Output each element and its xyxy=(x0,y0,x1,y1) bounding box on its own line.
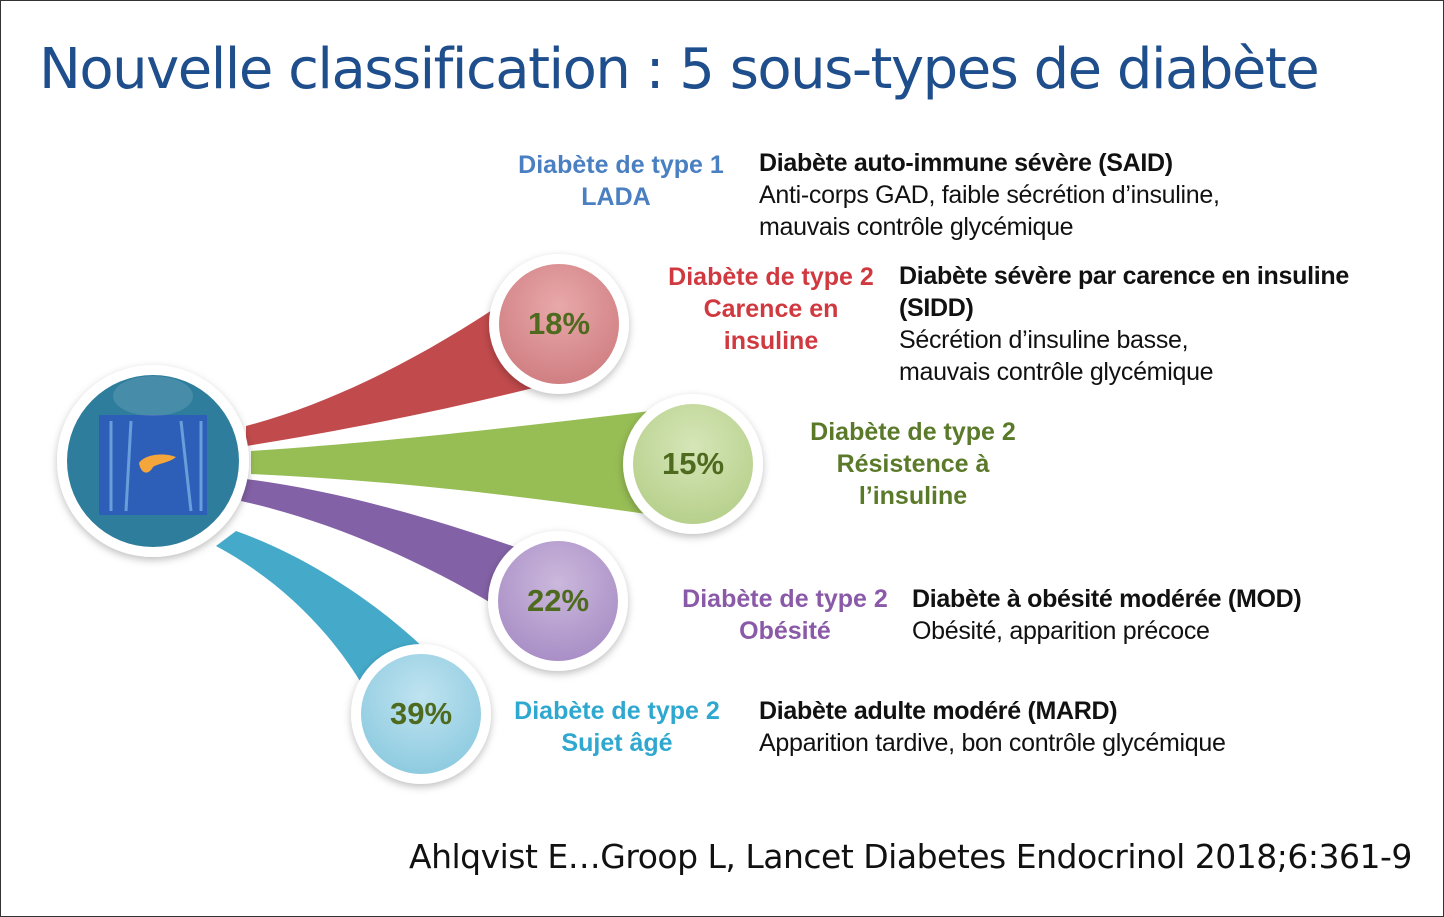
desc-line: Anti-corps GAD, faible sécrétion d’insul… xyxy=(759,181,1220,209)
ribbon-green xyxy=(251,411,661,516)
pancreas-xray-icon xyxy=(139,454,176,473)
desc-line: mauvais contrôle glycémique xyxy=(899,358,1214,386)
citation: Ahlqvist E…Groop L, Lancet Diabetes Endo… xyxy=(409,837,1412,876)
label-line: insuline xyxy=(723,327,819,355)
percent-mod: 22% xyxy=(526,583,590,618)
label-sidd: Diabète de type 2 Carence en insuline xyxy=(651,261,891,357)
desc-line: Apparition tardive, bon contrôle glycémi… xyxy=(759,729,1226,757)
ribbon-purple xyxy=(241,479,521,606)
desc-title: Diabète sévère par carence en insuline xyxy=(899,262,1349,290)
slide-title: Nouvelle classification : 5 sous-types d… xyxy=(39,37,1320,102)
label-line: Diabète de type 2 xyxy=(682,585,888,613)
desc-said: Diabète auto-immune sévère (SAID) Anti-c… xyxy=(759,147,1220,243)
desc-line: Sécrétion d’insuline basse, xyxy=(899,326,1189,354)
desc-title: Diabète auto-immune sévère (SAID) xyxy=(759,149,1173,177)
percent-mard: 39% xyxy=(389,696,453,731)
label-mard: Diabète de type 2 Sujet âgé xyxy=(497,695,737,759)
bubble-15 xyxy=(623,394,763,534)
label-line: Diabète de type 2 xyxy=(514,697,720,725)
label-line: Diabète de type 1 xyxy=(518,151,724,179)
label-line: Obésité xyxy=(739,617,831,645)
desc-title: Diabète à obésité modérée (MOD) xyxy=(912,585,1302,613)
label-mod: Diabète de type 2 Obésité xyxy=(665,583,905,647)
bubble-39 xyxy=(351,644,491,784)
percent-sird: 15% xyxy=(661,446,725,481)
bubble-22 xyxy=(488,531,628,671)
label-line: Diabète de type 2 xyxy=(668,263,874,291)
label-line: Diabète de type 2 xyxy=(810,418,1016,446)
desc-mard: Diabète adulte modéré (MARD) Apparition … xyxy=(759,695,1226,759)
label-line: Résistence à xyxy=(836,450,990,478)
bubble-18 xyxy=(489,254,629,394)
label-line: Carence en xyxy=(703,295,839,323)
label-said: Diabète de type 1 LADA xyxy=(501,149,741,213)
desc-title: (SIDD) xyxy=(899,294,974,322)
center-node xyxy=(57,365,249,557)
percent-sidd: 18% xyxy=(527,306,591,341)
desc-sidd: Diabète sévère par carence en insuline (… xyxy=(899,260,1349,388)
desc-line: Obésité, apparition précoce xyxy=(912,617,1210,645)
label-line: l’insuline xyxy=(858,482,968,510)
ribbon-red xyxy=(246,301,541,446)
label-line: Sujet âgé xyxy=(561,729,673,757)
label-line: LADA xyxy=(581,183,651,211)
desc-line: mauvais contrôle glycémique xyxy=(759,213,1074,241)
desc-title: Diabète adulte modéré (MARD) xyxy=(759,697,1118,725)
ribbon-cyan xyxy=(216,531,441,691)
label-sird: Diabète de type 2 Résistence à l’insulin… xyxy=(793,416,1033,512)
desc-mod: Diabète à obésité modérée (MOD) Obésité,… xyxy=(912,583,1302,647)
